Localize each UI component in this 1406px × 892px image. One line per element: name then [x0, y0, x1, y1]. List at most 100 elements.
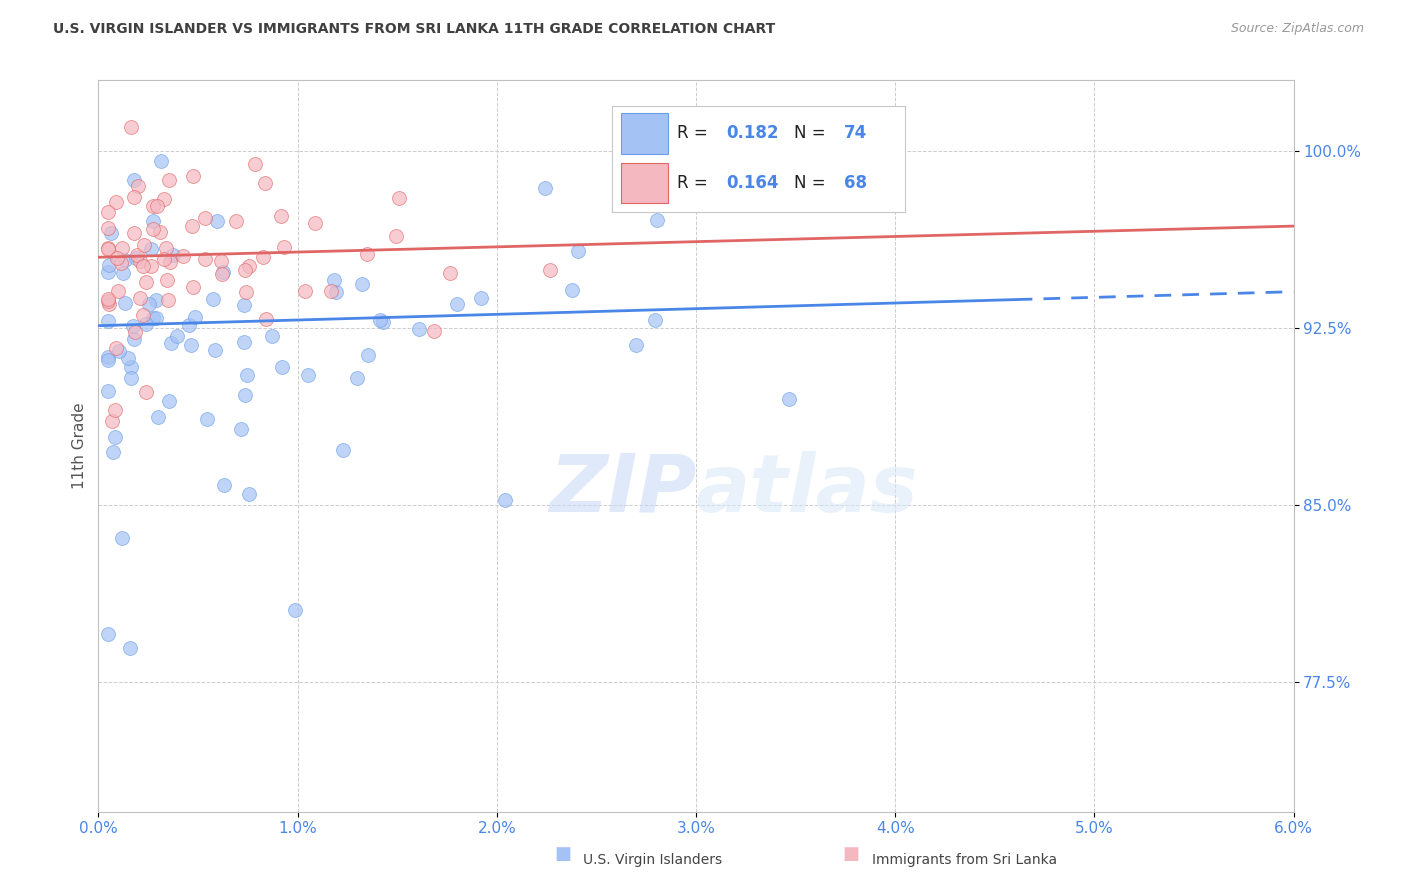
Point: [181, 169, 204, 183]
Point: [98, 258, 121, 272]
Point: [644, 313, 666, 327]
Point: [233, 263, 256, 277]
Point: [202, 292, 225, 306]
Point: [125, 248, 148, 262]
Point: [97, 242, 120, 256]
Point: [252, 251, 274, 265]
Point: [368, 313, 391, 327]
Point: [110, 241, 132, 255]
Point: [111, 531, 134, 545]
Point: [141, 199, 163, 213]
Text: U.S. VIRGIN ISLANDER VS IMMIGRANTS FROM SRI LANKA 11TH GRADE CORRELATION CHART: U.S. VIRGIN ISLANDER VS IMMIGRANTS FROM …: [53, 22, 776, 37]
Text: Source: ZipAtlas.com: Source: ZipAtlas.com: [1230, 22, 1364, 36]
Point: [142, 311, 165, 326]
Text: N =: N =: [794, 174, 831, 193]
Point: [97, 265, 120, 279]
Point: [194, 211, 217, 226]
Point: [142, 213, 165, 227]
Point: [135, 385, 157, 400]
Point: [567, 244, 589, 258]
Point: [235, 285, 257, 300]
Point: [104, 341, 127, 355]
Point: [236, 368, 259, 382]
Point: [108, 343, 131, 358]
Point: [125, 252, 148, 266]
Point: [212, 265, 235, 279]
Point: [110, 256, 132, 270]
Point: [97, 221, 120, 235]
Point: [97, 292, 120, 306]
Point: [778, 392, 800, 406]
Point: [122, 190, 145, 204]
Bar: [621, 113, 668, 153]
Point: [177, 318, 200, 333]
Point: [124, 326, 146, 340]
Point: [100, 226, 122, 240]
Point: [155, 241, 177, 255]
Point: [332, 442, 354, 457]
Point: [238, 259, 260, 273]
Point: [439, 266, 461, 280]
Text: N =: N =: [794, 125, 831, 143]
Point: [105, 251, 128, 265]
Point: [371, 315, 394, 329]
Point: [139, 259, 162, 273]
Point: [284, 603, 307, 617]
Text: 0.164: 0.164: [727, 174, 779, 193]
Point: [153, 252, 176, 267]
Point: [538, 263, 561, 277]
Point: [101, 414, 124, 428]
Point: [134, 237, 156, 252]
Point: [160, 336, 183, 351]
Point: [145, 199, 167, 213]
Point: [181, 280, 204, 294]
Point: [104, 403, 127, 417]
Point: [204, 343, 226, 358]
Point: [122, 173, 145, 187]
Point: [97, 352, 120, 367]
Point: [254, 312, 277, 326]
Point: [297, 368, 319, 383]
Point: [97, 384, 120, 398]
Point: [132, 260, 155, 274]
Point: [270, 209, 292, 223]
Point: [97, 627, 120, 641]
Point: [214, 477, 236, 491]
Point: [166, 329, 188, 343]
Text: 0.182: 0.182: [727, 125, 779, 143]
Point: [145, 310, 167, 325]
Text: R =: R =: [676, 125, 713, 143]
Point: [104, 430, 127, 444]
Point: [122, 332, 145, 346]
Point: [184, 310, 207, 324]
Point: [98, 297, 121, 311]
Point: [304, 216, 326, 230]
Point: [356, 247, 378, 261]
Point: [388, 191, 411, 205]
Point: [233, 387, 256, 401]
Point: [97, 293, 120, 308]
Point: [97, 241, 120, 255]
Point: [876, 196, 898, 211]
Point: [423, 324, 446, 338]
Text: 68: 68: [844, 174, 866, 193]
Text: Immigrants from Sri Lanka: Immigrants from Sri Lanka: [872, 853, 1057, 867]
Text: atlas: atlas: [696, 450, 918, 529]
Point: [193, 252, 215, 267]
Point: [120, 370, 142, 384]
Point: [271, 359, 294, 374]
Point: [408, 322, 430, 336]
Point: [561, 284, 583, 298]
Point: [357, 348, 380, 362]
Point: [205, 213, 228, 227]
Point: [172, 249, 194, 263]
Text: R =: R =: [676, 174, 713, 193]
Point: [150, 154, 173, 169]
Point: [195, 412, 218, 426]
Text: ■: ■: [842, 845, 859, 863]
Point: [157, 173, 180, 187]
Point: [122, 227, 145, 241]
Point: [624, 338, 647, 352]
Point: [645, 213, 668, 227]
Point: [243, 157, 266, 171]
